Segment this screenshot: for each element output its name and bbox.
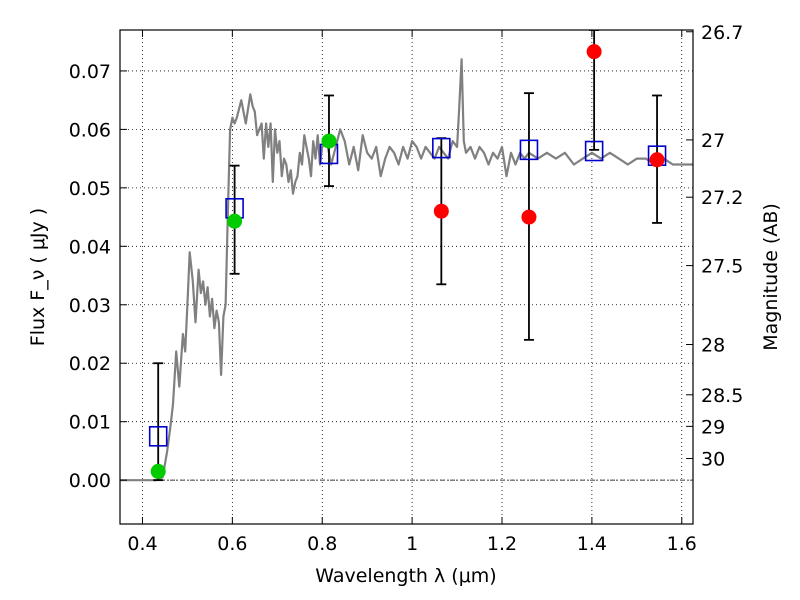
y2-tick-label: 29 bbox=[701, 416, 725, 438]
plot-area bbox=[120, 30, 693, 482]
right-axis-title: Magnitude (AB) bbox=[760, 203, 782, 351]
x-tick-label: 0.6 bbox=[217, 533, 247, 555]
x-tick-label: 1.2 bbox=[487, 533, 517, 555]
y-tick-label: 0.05 bbox=[69, 178, 111, 200]
y2-tick-label: 28.5 bbox=[701, 385, 743, 407]
model-flux-square bbox=[584, 140, 604, 162]
green-flux-point bbox=[227, 213, 243, 229]
grid-lines bbox=[120, 30, 693, 524]
y-tick-label: 0.04 bbox=[69, 236, 111, 258]
x-tick-label: 1.4 bbox=[577, 533, 607, 555]
y2-tick-label: 27 bbox=[701, 130, 725, 152]
y-tick-label: 0.06 bbox=[69, 119, 111, 141]
y2-tick-label: 27.2 bbox=[701, 187, 743, 209]
y-tick-label: 0.02 bbox=[69, 353, 111, 375]
red-flux-point bbox=[433, 203, 449, 219]
y-tick-label: 0.00 bbox=[69, 470, 111, 492]
y2-tick-label: 28 bbox=[701, 335, 725, 357]
x-tick-label: 1 bbox=[406, 533, 418, 555]
red-flux-point bbox=[649, 152, 665, 168]
x-tick-label: 1.6 bbox=[667, 533, 697, 555]
model-flux-square bbox=[432, 137, 451, 159]
red-flux-point bbox=[521, 209, 537, 225]
model-flux-square bbox=[148, 426, 168, 447]
spectrum-line bbox=[120, 58, 693, 482]
axis-ticks: 0.4 0.6 0.8 1 1.2 1.4 1.6 0.00 0.01 0.02 0.03 0.04 0… bbox=[69, 22, 744, 555]
y-axis-title: Flux F_ν ( μJy ) bbox=[27, 208, 49, 346]
y2-tick-label: 27.5 bbox=[701, 256, 743, 278]
x-tick-label: 0.4 bbox=[127, 533, 157, 555]
y-tick-label: 0.03 bbox=[69, 295, 111, 317]
red-flux-point bbox=[586, 44, 602, 60]
green-flux-point bbox=[150, 463, 166, 479]
plot-frame bbox=[119, 29, 694, 525]
y-tick-label: 0.01 bbox=[69, 412, 111, 434]
green-flux-point bbox=[321, 133, 337, 149]
x-tick-label: 0.8 bbox=[307, 533, 337, 555]
model-flux-square bbox=[519, 139, 539, 161]
x-axis-title: Wavelength λ (μm) bbox=[315, 565, 496, 587]
y2-tick-label: 26.7 bbox=[701, 22, 743, 44]
y2-tick-label: 30 bbox=[701, 449, 725, 471]
y-tick-label: 0.07 bbox=[69, 61, 111, 83]
